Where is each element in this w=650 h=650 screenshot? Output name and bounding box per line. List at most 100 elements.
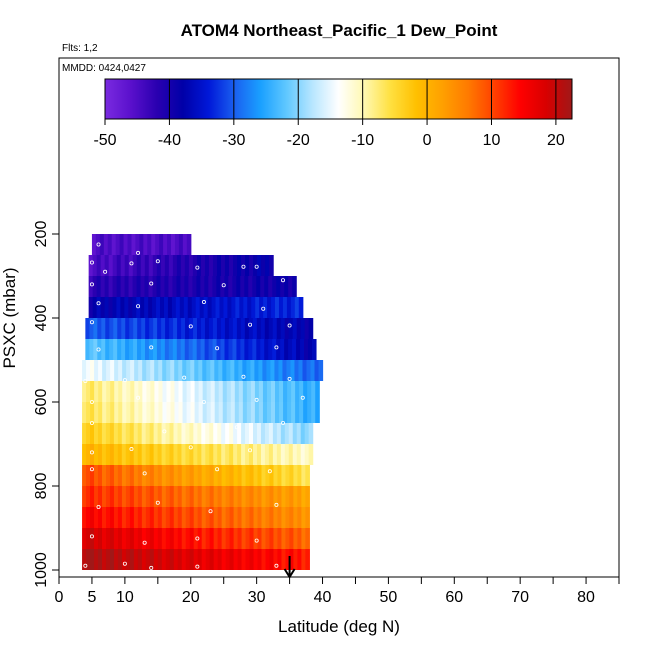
heatmap-cell (101, 444, 107, 465)
heatmap-cell (226, 360, 231, 381)
heatmap-cell (120, 255, 126, 276)
heatmap-cell (310, 360, 316, 381)
heatmap-cell (245, 507, 251, 528)
heatmap-cell (85, 339, 90, 360)
y-tick-label: 200 (33, 221, 50, 248)
heatmap-cell (162, 381, 168, 402)
heatmap-cell (194, 360, 199, 381)
heatmap-cell (214, 402, 220, 423)
heatmap-cell (123, 234, 129, 255)
heatmap-cell (110, 381, 115, 402)
heatmap-cell (222, 381, 228, 402)
heatmap-cell (260, 276, 265, 297)
heatmap-cell (90, 360, 95, 381)
heatmap-cell (239, 297, 244, 318)
heatmap-cell (130, 402, 135, 423)
heatmap-cell (153, 507, 159, 528)
heatmap-cell (205, 549, 211, 570)
heatmap-cell (281, 507, 287, 528)
heatmap-cell (264, 423, 270, 444)
observation-point (274, 345, 279, 350)
heatmap-cell (101, 339, 106, 360)
heatmap-cell (221, 465, 227, 486)
heatmap-cell (291, 381, 296, 402)
observation-point (122, 378, 127, 383)
heatmap-cell (124, 255, 130, 276)
heatmap-cell (100, 276, 106, 297)
heatmap-cell (258, 360, 264, 381)
heatmap-cell (186, 402, 192, 423)
heatmap-cell (94, 528, 99, 549)
heatmap-cell (260, 444, 266, 465)
heatmap-cell (173, 423, 179, 444)
heatmap-cell (274, 360, 280, 381)
heatmap-cell (154, 360, 159, 381)
heatmap-cell (252, 276, 257, 297)
heatmap-cell (150, 381, 156, 402)
x-tick-label: 60 (445, 589, 463, 606)
heatmap-cell (185, 486, 191, 507)
heatmap-cell (293, 486, 298, 507)
heatmap-cell (292, 318, 298, 339)
heatmap-cell (293, 528, 298, 549)
heatmap-cell (305, 507, 310, 528)
heatmap-cell (106, 381, 111, 402)
heatmap-cell (162, 402, 168, 423)
heatmap-cell (196, 255, 202, 276)
heatmap-cell (168, 339, 174, 360)
heatmap-cell (121, 486, 127, 507)
heatmap-cell (245, 486, 251, 507)
heatmap-cell (149, 465, 155, 486)
heatmap-cell (262, 360, 268, 381)
heatmap-cell (187, 297, 193, 318)
heatmap-cell (292, 423, 298, 444)
heatmap-cell (276, 276, 281, 297)
heatmap-cell (184, 276, 190, 297)
heatmap-cell (217, 465, 223, 486)
heatmap-cell (257, 486, 263, 507)
heatmap-cell (196, 339, 202, 360)
heatmap-cell (304, 444, 310, 465)
heatmap-cell (113, 528, 119, 549)
heatmap-cell (264, 444, 270, 465)
heatmap-cell (246, 360, 251, 381)
heatmap-cell (276, 423, 282, 444)
heatmap-cell (173, 444, 179, 465)
heatmap-cell (290, 360, 296, 381)
observation-point (136, 304, 141, 309)
heatmap-cell (281, 549, 287, 570)
heatmap-cell (307, 381, 312, 402)
heatmap-cell (234, 360, 239, 381)
heatmap-cell (185, 549, 191, 570)
heatmap-cell (265, 486, 271, 507)
heatmap-cell (156, 297, 161, 318)
heatmap-cell (301, 507, 306, 528)
heatmap-cell (98, 528, 103, 549)
heatmap-cell (182, 402, 188, 423)
heatmap-cell (161, 507, 167, 528)
heatmap-cell (137, 423, 143, 444)
heatmap-cell (257, 528, 263, 549)
heatmap-cell (140, 255, 146, 276)
heatmap-cell (279, 402, 284, 423)
observation-point (267, 469, 272, 474)
heatmap-cell (267, 297, 272, 318)
heatmap-cell (278, 297, 284, 318)
heatmap-cell (273, 486, 279, 507)
heatmap-cell (193, 507, 199, 528)
heatmap-cell (102, 360, 107, 381)
heatmap-cell (283, 402, 288, 423)
heatmap-cell (277, 528, 283, 549)
heatmap-cell (250, 381, 256, 402)
heatmap-cell (221, 528, 227, 549)
heatmap-cell (217, 444, 222, 465)
heatmap-cell (207, 297, 213, 318)
heatmap-cell (188, 255, 194, 276)
colorbar-tick-label: 20 (547, 132, 565, 149)
heatmap-cell (209, 423, 214, 444)
heatmap-cell (247, 297, 252, 318)
heatmap-cell (112, 255, 118, 276)
heatmap-cell (139, 234, 144, 255)
heatmap-cell (124, 276, 130, 297)
heatmap-cell (82, 549, 87, 570)
